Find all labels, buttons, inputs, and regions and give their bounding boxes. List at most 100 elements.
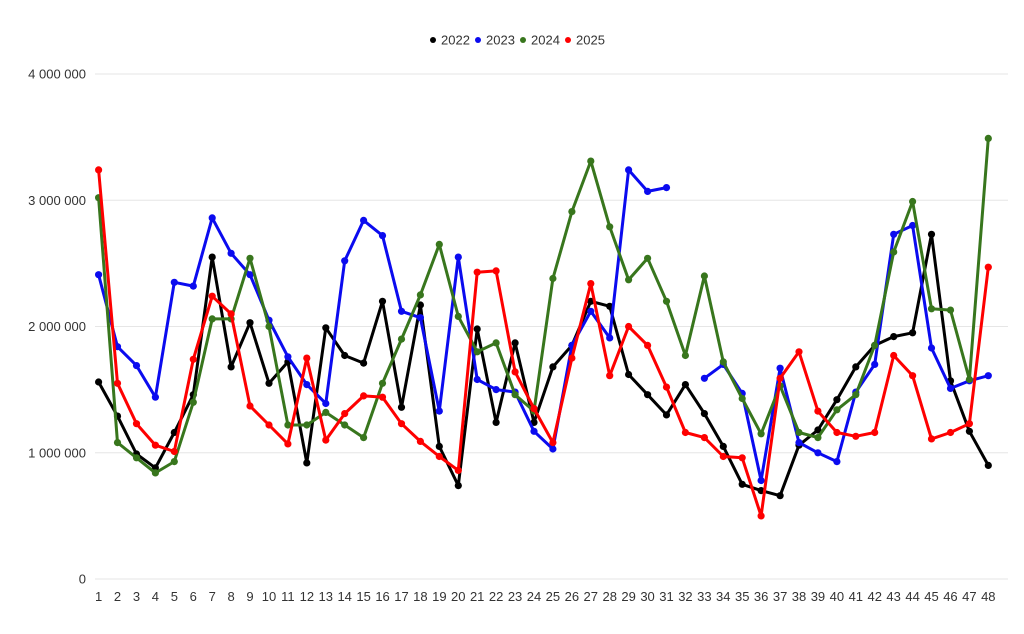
data-point-2025-week-15	[360, 392, 368, 400]
data-point-2025-week-8	[227, 310, 235, 318]
x-axis-tick-label: 14	[337, 589, 351, 604]
y-axis-tick-label: 2 000 000	[28, 319, 86, 334]
y-axis-tick-label: 1 000 000	[28, 445, 86, 460]
data-point-2025-week-45	[927, 435, 936, 443]
data-point-2023-week-44	[909, 221, 917, 230]
data-point-2024-week-46	[946, 306, 955, 314]
x-axis-tick-label: 2	[114, 589, 121, 604]
x-axis-tick-label: 35	[735, 589, 749, 604]
x-axis-tick-label: 37	[773, 589, 787, 604]
data-point-2023-week-27	[587, 307, 595, 315]
x-axis-tick-label: 29	[621, 589, 635, 604]
x-axis-tick-label: 48	[981, 589, 995, 604]
data-point-2022-week-20	[454, 482, 462, 490]
data-point-2024-week-5	[170, 458, 178, 466]
data-point-2025-week-18	[416, 437, 424, 445]
data-point-2023-week-18	[416, 314, 424, 322]
series-line-2023	[702, 224, 990, 482]
x-axis-tick-label: 19	[432, 589, 446, 604]
data-point-2024-week-38	[795, 428, 803, 437]
data-point-2024-week-35	[738, 394, 746, 403]
data-point-2024-week-10	[265, 322, 273, 331]
data-point-2024-week-3	[132, 454, 141, 462]
x-axis-tick-label: 24	[527, 589, 541, 604]
data-point-2022-week-37	[776, 492, 784, 500]
x-axis-tick-label: 6	[190, 589, 197, 604]
data-point-2023-week-37	[776, 364, 784, 372]
data-point-2025-week-4	[151, 441, 159, 449]
data-point-2023-week-14	[341, 257, 349, 265]
data-point-2024-week-26	[568, 208, 576, 216]
data-point-2022-week-47	[965, 427, 974, 435]
data-point-2024-week-19	[435, 240, 443, 248]
data-point-2025-week-44	[909, 372, 917, 380]
x-axis-tick-label: 9	[246, 589, 253, 604]
data-point-2022-week-43	[890, 333, 898, 341]
data-point-2022-week-16	[378, 297, 387, 305]
data-point-2024-week-21	[473, 348, 481, 356]
data-point-2025-week-17	[397, 420, 406, 428]
data-point-2022-week-10	[265, 379, 273, 387]
data-point-2022-week-39	[814, 426, 822, 434]
data-point-2024-week-4	[151, 469, 159, 477]
data-point-2025-week-24	[530, 405, 538, 413]
data-point-2023-week-31	[662, 184, 671, 192]
data-point-2022-week-1	[95, 378, 103, 386]
data-point-2022-week-21	[473, 325, 481, 333]
data-point-2024-week-15	[360, 434, 368, 442]
legend-dot-2022	[430, 37, 436, 43]
data-point-2023-week-13	[322, 399, 330, 408]
data-point-2022-week-22	[492, 418, 500, 426]
data-point-2025-week-31	[662, 383, 671, 391]
data-point-2022-week-48	[984, 461, 992, 469]
data-point-2024-week-41	[852, 391, 860, 399]
data-point-2024-week-43	[890, 248, 898, 256]
data-point-2024-week-32	[681, 351, 690, 360]
x-axis-tick-label: 28	[602, 589, 616, 604]
data-point-2024-week-18	[416, 291, 424, 299]
x-axis-tick-label: 27	[584, 589, 598, 604]
data-point-2025-week-20	[454, 466, 462, 474]
data-point-2022-week-9	[246, 319, 254, 327]
y-axis-tick-label: 4 000 000	[28, 67, 86, 82]
data-point-2024-week-7	[208, 315, 216, 323]
data-point-2023-week-16	[378, 232, 387, 240]
x-axis-tick-label: 7	[209, 589, 216, 604]
x-axis-tick-label: 38	[792, 589, 806, 604]
x-axis-tick-label: 47	[962, 589, 976, 604]
data-point-2025-week-33	[700, 434, 709, 442]
data-point-2023-week-38	[795, 439, 803, 447]
data-point-2022-week-45	[927, 230, 936, 238]
data-point-2024-week-42	[871, 341, 879, 349]
data-point-2025-week-23	[511, 368, 519, 376]
data-point-2023-week-1	[95, 271, 103, 279]
data-point-2025-week-11	[284, 440, 292, 448]
data-point-2025-week-5	[170, 447, 178, 456]
x-axis-tick-label: 25	[546, 589, 560, 604]
data-point-2025-week-22	[492, 267, 500, 275]
x-axis-tick-label: 5	[171, 589, 178, 604]
data-point-2022-week-23	[511, 339, 519, 347]
x-axis-tick-label: 10	[262, 589, 276, 604]
legend-dot-2023	[475, 37, 481, 43]
data-point-2023-week-36	[757, 476, 765, 485]
legend-dot-2025	[565, 37, 571, 43]
x-axis-tick-label: 26	[565, 589, 579, 604]
data-point-2023-week-21	[473, 375, 481, 384]
data-point-2023-week-25	[549, 445, 557, 453]
data-point-2024-week-22	[492, 339, 500, 347]
x-axis-tick-label: 39	[811, 589, 825, 604]
data-point-2024-week-29	[625, 276, 633, 284]
data-point-2024-week-31	[662, 297, 671, 305]
data-point-2024-week-23	[511, 391, 519, 399]
data-point-2022-week-29	[625, 370, 633, 379]
data-point-2025-week-30	[644, 341, 652, 349]
x-axis-tick-label: 8	[227, 589, 234, 604]
data-point-2024-week-48	[984, 134, 992, 142]
data-point-2025-week-43	[890, 351, 898, 360]
data-point-2023-week-40	[833, 458, 841, 466]
data-point-2024-week-36	[757, 430, 765, 438]
legend-label-2025: 2025	[576, 33, 605, 48]
x-axis-tick-label: 22	[489, 589, 503, 604]
x-axis-tick-label: 12	[300, 589, 314, 604]
